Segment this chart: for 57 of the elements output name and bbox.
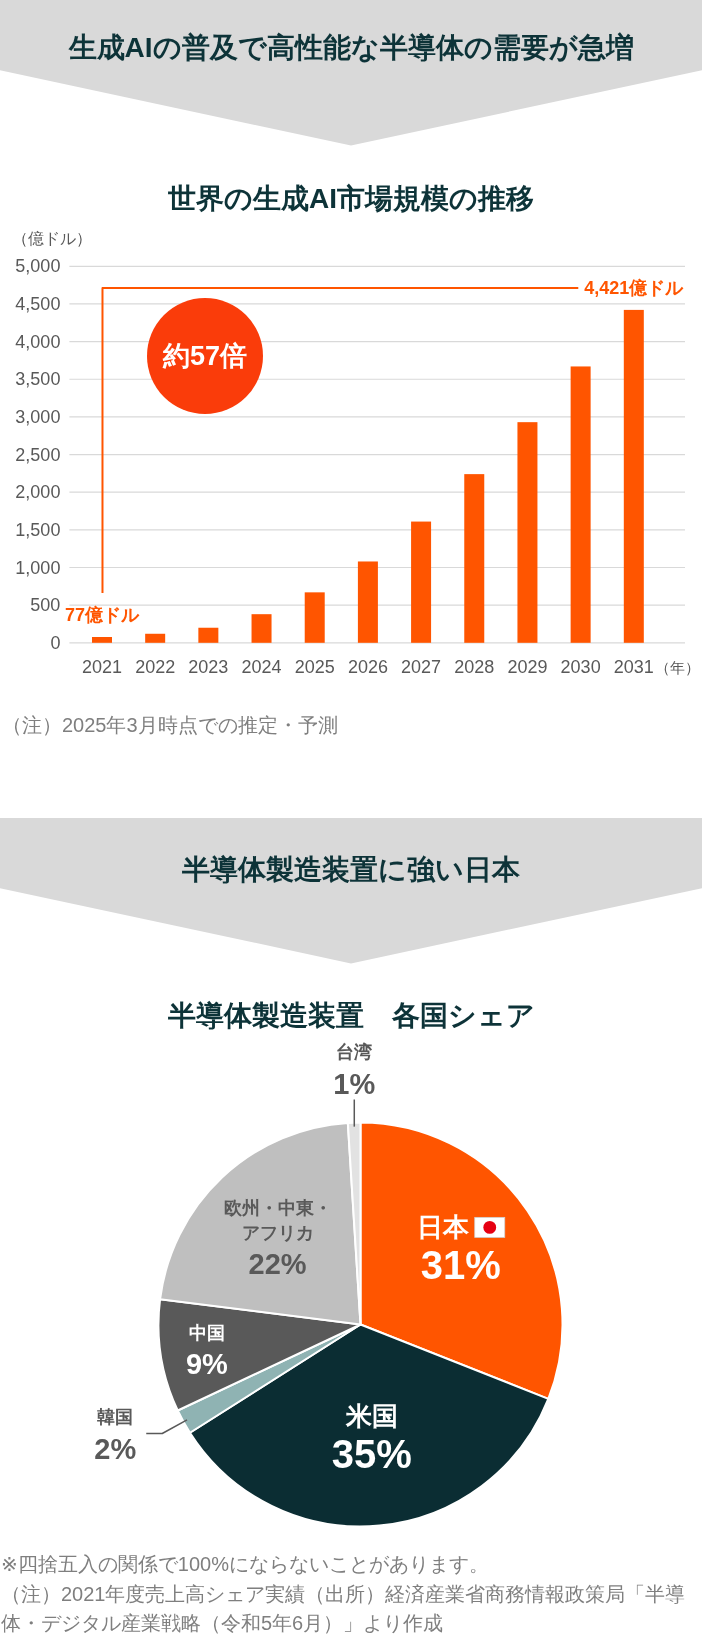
- x-tick-label: 2030: [560, 657, 601, 677]
- y-tick-label: 3,500: [15, 369, 61, 390]
- bar: [304, 592, 325, 643]
- y-axis-title: （億ドル）: [12, 229, 92, 247]
- y-tick-label: 2,000: [15, 482, 61, 503]
- y-tick-label: 1,000: [15, 557, 61, 578]
- chart-title: 半導体製造装置に強い日本: [181, 853, 521, 885]
- chart-title: 生成AIの普及で高性能な半導体の需要が急増: [67, 31, 634, 63]
- y-tick-label: 500: [30, 595, 61, 616]
- data-label: 1%: [333, 1067, 376, 1100]
- text: （注）2025年3月時点での推定・予測: [2, 714, 338, 736]
- data-label: 2%: [94, 1433, 137, 1466]
- x-axis-title: （年）: [654, 658, 700, 676]
- y-tick-label: 3,000: [15, 406, 61, 427]
- slice-label: 欧州・中東・アフリカ: [223, 1198, 332, 1244]
- chart-subtitle: 世界の生成AI市場規模の推移: [167, 182, 534, 214]
- y-tick-label: 0: [50, 632, 61, 653]
- data-label: 31%: [420, 1243, 501, 1288]
- x-tick-label: 2026: [347, 657, 388, 677]
- y-tick-label: 2,500: [15, 444, 61, 465]
- data-label: 9%: [185, 1348, 229, 1381]
- y-tick-label: 5,000: [15, 256, 61, 277]
- y-tick-label: 4,500: [15, 293, 61, 314]
- chart-subtitle: 半導体製造装置 各国シェア: [166, 999, 535, 1031]
- y-tick-label: 1,500: [15, 519, 61, 540]
- x-tick-label: 2021: [81, 657, 123, 677]
- x-tick-label: 2027: [401, 657, 442, 677]
- x-tick-label: 2022: [135, 657, 176, 677]
- x-tick-label: 2029: [507, 657, 548, 677]
- x-tick-label: 2023: [188, 657, 229, 677]
- bar: [145, 633, 166, 643]
- slice-label: 日本: [416, 1212, 470, 1243]
- text: （注）2021年度売上高シェア実績（出所）経済産業省商務情報政策局「半導体・デジタル産業戦略（令和5年6月）」より作成: [1, 1582, 686, 1634]
- data-label: 22%: [248, 1248, 307, 1281]
- bar: [623, 309, 644, 643]
- x-tick-label: 2028: [454, 657, 495, 677]
- bar: [570, 366, 591, 643]
- bar: [411, 521, 432, 643]
- data-label: 35%: [331, 1432, 412, 1477]
- bar: [251, 614, 272, 643]
- bar: [357, 561, 378, 643]
- bar: [198, 627, 219, 643]
- bar: [517, 422, 538, 643]
- x-tick-label: 2024: [241, 657, 282, 677]
- slice-label: 韓国: [97, 1407, 134, 1428]
- text: ※四捨五入の関係で100%にならないことがあります。: [1, 1553, 489, 1575]
- bar: [91, 637, 112, 643]
- slice-label: 米国: [344, 1401, 398, 1432]
- annotation: 77億ドル: [64, 605, 140, 625]
- slice-label: 台湾: [336, 1041, 373, 1062]
- x-tick-label: 2025: [294, 657, 335, 677]
- bar: [464, 474, 485, 643]
- y-tick-label: 4,000: [15, 331, 61, 352]
- x-tick-label: 2031: [613, 657, 654, 677]
- slice-label: 中国: [188, 1323, 225, 1344]
- annotation: 約57倍: [161, 341, 248, 371]
- annotation: 4,421億ドル: [584, 277, 685, 298]
